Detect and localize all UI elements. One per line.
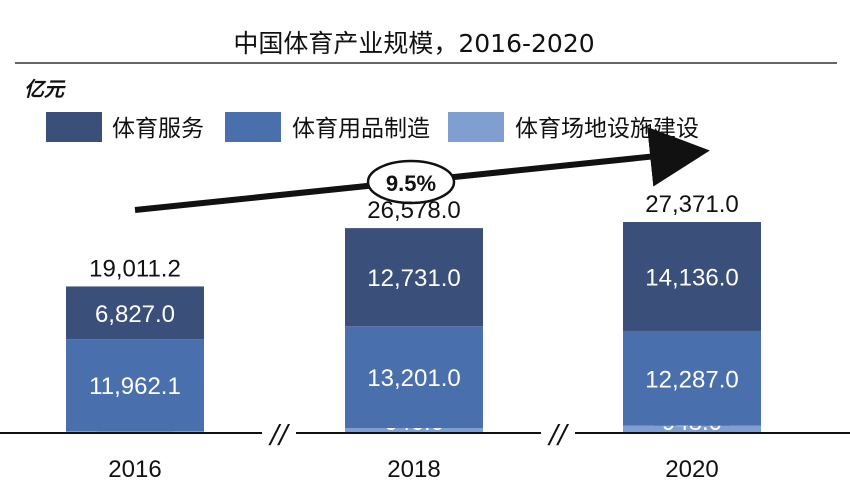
bar-segment-2016-1 [66, 339, 204, 432]
legend-label-manufacturing: 体育用品制造 [292, 116, 430, 142]
x-tick-label-2020: 2020 [665, 456, 718, 483]
legend-swatch-facilities [448, 112, 504, 142]
bar-segment-2020-2 [623, 222, 761, 331]
legend-label-service: 体育服务 [112, 116, 204, 142]
total-label-2020: 27,371.0 [645, 191, 738, 218]
svg-text://: // [547, 420, 570, 450]
segment-label-2020-2: 14,136.0 [645, 264, 738, 291]
bars-layer: 222.111,962.16,827.019,011.22016646.013,… [66, 191, 761, 483]
legend-swatch-manufacturing [225, 112, 281, 142]
segment-label-2016-2: 6,827.0 [95, 301, 175, 328]
growth-arrow: 9.5% [134, 126, 710, 213]
legend: 体育服务 体育用品制造 体育场地设施建设 [46, 112, 699, 142]
x-tick-label-2016: 2016 [108, 456, 161, 483]
bar-segment-2020-1 [623, 330, 761, 426]
svg-text://: // [268, 420, 291, 450]
total-label-2016: 19,011.2 [89, 255, 181, 282]
segment-label-2020-1: 12,287.0 [645, 366, 738, 393]
segment-label-2018-1: 13,201.0 [367, 365, 460, 392]
legend-label-facilities: 体育场地设施建设 [515, 116, 699, 142]
legend-swatch-service [46, 112, 102, 142]
growth-label: 9.5% [386, 171, 436, 196]
segment-label-2018-2: 12,731.0 [367, 265, 460, 292]
chart-title: 中国体育产业规模，2016-2020 [233, 29, 594, 58]
segment-label-2016-1: 11,962.1 [89, 373, 181, 400]
growth-ellipse [366, 159, 456, 205]
bar-segment-2016-2 [66, 286, 204, 340]
unit-label: 亿元 [24, 77, 66, 101]
axis-break-2: // [541, 420, 575, 450]
bar-segment-2018-1 [345, 326, 483, 429]
axis-break-1: // [262, 420, 296, 450]
total-label-2018: 26,578.0 [367, 197, 460, 224]
bar-segment-2018-2 [345, 228, 483, 327]
x-tick-label-2018: 2018 [387, 456, 440, 483]
